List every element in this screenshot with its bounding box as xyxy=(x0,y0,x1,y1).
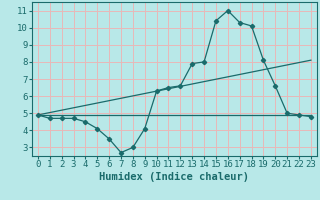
X-axis label: Humidex (Indice chaleur): Humidex (Indice chaleur) xyxy=(100,172,249,182)
